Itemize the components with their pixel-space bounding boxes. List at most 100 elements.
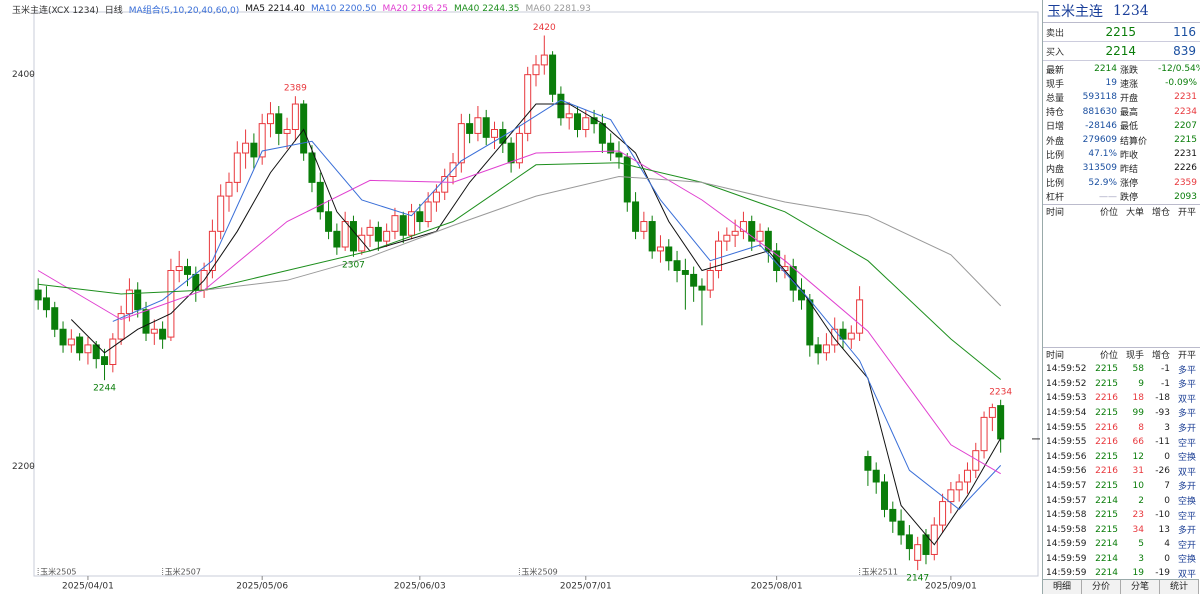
candle-body — [341, 221, 349, 248]
candle-body — [366, 226, 374, 236]
trade-price: 2215 — [1095, 407, 1118, 418]
trade-price: 2214 — [1095, 539, 1118, 550]
candle-body — [117, 313, 125, 340]
trade-time: 14:59:55 — [1046, 437, 1087, 448]
stat-value: 52.9% — [1088, 177, 1117, 188]
contract-name: 玉米主连 — [1047, 4, 1103, 20]
trade-time: 14:59:56 — [1046, 451, 1087, 462]
candle-body — [217, 195, 225, 232]
legend-entry: MA60 2281.93 — [525, 4, 590, 14]
legend-name: MA60 — [525, 4, 551, 14]
trade-row: 14:59:58 2215 34 13 多开 — [1043, 522, 1200, 537]
trade-time: 14:59:58 — [1046, 510, 1087, 521]
candle-body — [76, 336, 84, 354]
candle-body — [34, 289, 42, 301]
trade-row: 14:59:53 2216 18 -18 双平 — [1043, 391, 1200, 406]
ask-row: 卖出 2215 116 — [1043, 23, 1200, 42]
candle-body — [557, 93, 565, 119]
stat-value: 2215 — [1174, 135, 1197, 146]
trade-oi-change: -11 — [1155, 437, 1170, 448]
candle-body — [432, 191, 440, 203]
symbol[interactable]: 玉米主连(XCX 1234) — [12, 5, 99, 16]
trade-oi-change: -10 — [1155, 510, 1170, 521]
trade-volume: 66 — [1132, 437, 1144, 448]
contract-label: 玉米2509 — [521, 567, 557, 577]
stat-label: 持仓 — [1046, 108, 1065, 119]
candle-body — [706, 270, 714, 291]
candle-body — [988, 407, 996, 418]
trade-volume: 34 — [1132, 524, 1144, 535]
trade-time: 14:59:59 — [1046, 539, 1087, 550]
candle-body — [391, 215, 399, 232]
candle-body — [947, 489, 955, 503]
column-header: 现手 — [1125, 351, 1144, 362]
stat-label: 最低 — [1120, 122, 1139, 133]
trade-volume: 5 — [1138, 539, 1144, 550]
candle-body — [615, 152, 623, 158]
trade-volume: 58 — [1132, 364, 1144, 375]
column-header: 增仓 — [1151, 351, 1170, 362]
candle-body — [474, 117, 482, 134]
column-header: 开平 — [1177, 208, 1196, 219]
trade-volume: 2 — [1138, 495, 1144, 506]
chart-toolbar: 玉米主连(XCX 1234) 日线 MA组合(5,10,20,40,60,0) … — [0, 0, 1040, 18]
x-tick-label: 2025/05/06 — [236, 582, 288, 592]
panel-tab[interactable]: 分价 — [1082, 580, 1121, 594]
candle-body — [524, 74, 532, 134]
candle-body — [358, 234, 366, 252]
candle-body — [731, 230, 739, 236]
big-order-header: 时间 价位 大单 增仓 开平 — [1043, 205, 1200, 219]
trade-time: 14:59:57 — [1046, 480, 1087, 491]
trade-oi-change: -18 — [1155, 393, 1170, 404]
candle-body — [333, 230, 341, 248]
trade-oi-change: -93 — [1155, 407, 1170, 418]
stat-value: 2207 — [1174, 120, 1197, 131]
panel-tab[interactable]: 统计 — [1160, 580, 1199, 594]
x-tick-label: 2025/09/01 — [925, 582, 977, 592]
ma-set[interactable]: MA组合(5,10,20,40,60,0) — [128, 5, 240, 16]
candle-body — [482, 117, 490, 138]
candle-body — [275, 113, 283, 134]
candle-body — [242, 142, 250, 154]
stat-label: 开盘 — [1120, 93, 1139, 104]
candle-body — [250, 142, 258, 158]
stat-value: -28146 — [1085, 120, 1117, 131]
candle-body — [399, 215, 407, 236]
trade-type: 多开 — [1177, 482, 1196, 493]
ma-line — [38, 162, 1002, 380]
column-header: 时间 — [1046, 208, 1065, 219]
legend-name: MA40 — [453, 4, 480, 14]
trade-row: 14:59:55 2216 66 -11 空平 — [1043, 435, 1200, 450]
candle-body — [142, 309, 150, 334]
candle-body — [225, 181, 233, 197]
panel-tab[interactable]: 分笔 — [1121, 580, 1160, 594]
legend-entry: MA5 2214.40 — [245, 4, 305, 14]
extreme-label: 2389 — [284, 84, 307, 94]
legend-name: MA5 — [245, 4, 265, 14]
trade-row: 14:59:57 2215 10 7 多开 — [1043, 479, 1200, 494]
trade-volume: 99 — [1132, 407, 1144, 418]
candle-body — [515, 132, 523, 164]
trade-row: 14:59:59 2214 5 4 空开 — [1043, 537, 1200, 552]
candle-body — [491, 129, 499, 138]
candle-body — [532, 64, 540, 76]
trade-oi-change: 0 — [1164, 553, 1170, 564]
trade-oi-change: 0 — [1164, 495, 1170, 506]
panel-tab[interactable]: 明细 — [1043, 580, 1082, 594]
legend-name: MA10 — [311, 4, 337, 14]
candle-body — [408, 211, 416, 236]
trade-price: 2216 — [1095, 422, 1118, 433]
period[interactable]: 日线 — [104, 5, 123, 16]
column-header: 时间 — [1046, 351, 1065, 362]
candle-body — [665, 246, 673, 262]
stat-value: 2231 — [1174, 149, 1197, 160]
candle-body — [457, 123, 465, 164]
candle-body — [59, 328, 67, 346]
candle-body — [963, 469, 971, 483]
stat-label: 涨停 — [1120, 179, 1139, 190]
candle-body — [897, 520, 905, 536]
legend-value: 2214.40 — [267, 4, 306, 14]
candle-body — [549, 54, 557, 95]
trade-oi-change: 0 — [1164, 451, 1170, 462]
stat-label: 跌停 — [1120, 193, 1139, 204]
